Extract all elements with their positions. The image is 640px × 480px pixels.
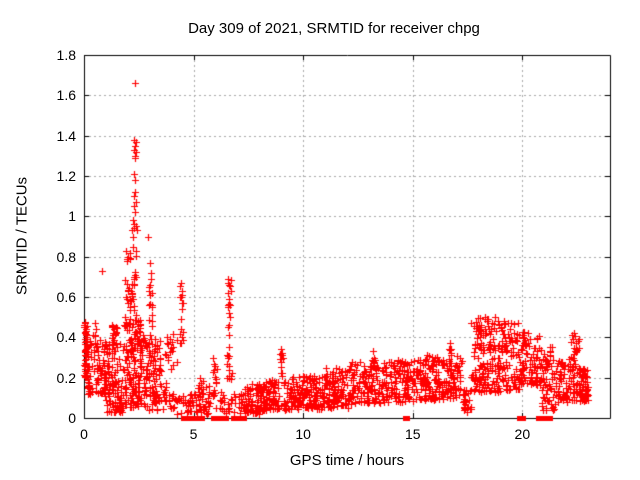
x-tick-label: 5 bbox=[189, 426, 198, 442]
y-tick-label: 1.8 bbox=[56, 47, 76, 63]
y-tick-label: 1.2 bbox=[56, 168, 76, 184]
y-tick-label: 0.2 bbox=[56, 369, 76, 386]
chart-title: Day 309 of 2021, SRMTID for receiver chp… bbox=[188, 20, 480, 37]
y-tick-label: 0.6 bbox=[56, 289, 76, 305]
x-tick-label: 15 bbox=[404, 426, 421, 442]
y-tick-label: 0 bbox=[68, 410, 76, 426]
y-tick-label: 0.4 bbox=[56, 329, 76, 346]
x-tick-label: 10 bbox=[295, 426, 311, 442]
x-tick-label: 20 bbox=[514, 426, 531, 442]
y-tick-label: 1.4 bbox=[56, 127, 76, 144]
x-tick-label: 0 bbox=[80, 426, 88, 442]
x-axis-label: GPS time / hours bbox=[289, 452, 405, 469]
y-axis-label: SRMTID / TECUs bbox=[13, 176, 31, 296]
y-tick-label: 0.8 bbox=[56, 248, 76, 265]
y-tick-label: 1.6 bbox=[56, 87, 76, 104]
y-tick-label: 1 bbox=[68, 208, 76, 225]
